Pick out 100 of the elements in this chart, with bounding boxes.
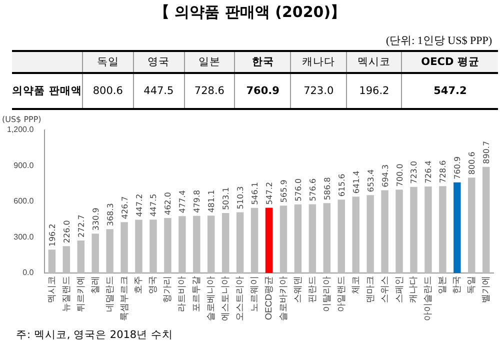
- x-tick-label: 에스토니아: [220, 276, 230, 321]
- text: 독일: [82, 51, 134, 73]
- bar: [482, 166, 490, 273]
- bar: [178, 216, 186, 273]
- x-tick-label: 헝가리: [162, 276, 172, 303]
- data-label: 565.9: [279, 180, 288, 203]
- data-label: 226.0: [62, 220, 72, 244]
- data-label: 481.1: [207, 190, 216, 213]
- bar: [338, 200, 345, 273]
- data-label: 653.4: [366, 169, 376, 192]
- data-label: 368.3: [106, 203, 115, 226]
- bar: [323, 203, 331, 273]
- x-tick-label: 스웨덴: [292, 276, 302, 303]
- x-tick-label: 벨기에: [480, 276, 491, 303]
- y-axis-title: (US$ PPP): [2, 115, 42, 124]
- data-label: 510.3: [236, 186, 246, 210]
- data-label: 890.7: [482, 140, 492, 164]
- text: (단위: 1인당 US$ PPP): [386, 34, 492, 48]
- x-tick-label: 핀란드: [306, 276, 317, 303]
- x-tick-label: OECD평균: [264, 276, 274, 320]
- data-label: 694.3: [380, 164, 390, 188]
- bar: [381, 190, 388, 273]
- bar: [62, 246, 70, 273]
- y-tick-label: 300.0: [14, 232, 34, 242]
- x-tick-label: 체코: [350, 276, 360, 294]
- x-tick-label: 한국: [452, 276, 462, 294]
- bar: [352, 196, 360, 273]
- x-tick-label: 덴마크: [364, 276, 375, 303]
- bar: [280, 206, 288, 273]
- text: 한국: [234, 51, 291, 73]
- bar: [236, 212, 244, 273]
- x-tick-label: 아일랜드: [336, 276, 346, 312]
- x-tick-label: 호주: [133, 276, 144, 294]
- text: 영국: [133, 51, 184, 73]
- bar: [48, 250, 56, 273]
- data-label: 728.6: [438, 160, 448, 184]
- bar: [164, 218, 172, 273]
- x-tick-label: 멕시코: [46, 276, 56, 303]
- x-tick-label: 슬로베니아: [206, 276, 216, 321]
- text: 800.6: [82, 73, 134, 109]
- x-tick-label: 네덜란드: [104, 276, 114, 312]
- x-tick-label: 라트비아: [176, 276, 187, 312]
- data-label: 726.4: [424, 160, 434, 184]
- text: 멕시코: [346, 51, 402, 73]
- bar: [222, 213, 230, 273]
- data-label: 272.7: [76, 214, 86, 238]
- bar: [410, 186, 418, 273]
- bar: [308, 204, 316, 273]
- bar: [193, 216, 200, 273]
- text: OECD 평균: [402, 51, 498, 73]
- data-label: 723.0: [410, 160, 419, 184]
- x-tick-label: 오스트리아: [234, 276, 245, 321]
- data-label: 800.6: [468, 152, 477, 175]
- bar: [265, 208, 273, 273]
- data-label: 477.4: [178, 190, 188, 214]
- y-tick-label: 900.0: [14, 160, 34, 170]
- bar: [396, 190, 403, 273]
- text: 723.0: [290, 73, 346, 109]
- x-tick-label: 독일: [466, 276, 476, 294]
- x-tick-label: 룩셈부르크: [118, 276, 129, 321]
- data-label: 546.1: [250, 182, 260, 205]
- data-label: 479.8: [192, 190, 202, 213]
- x-tick-label: 영국: [148, 276, 158, 294]
- data-label: 760.9: [453, 156, 462, 180]
- x-tick-label: 노르웨이: [249, 276, 260, 312]
- bar: [106, 229, 114, 273]
- bar: [439, 186, 446, 273]
- bar: [250, 208, 258, 273]
- text: 주: 멕시코, 영국은 2018년 수치: [16, 328, 173, 342]
- data-label: 462.0: [164, 192, 173, 215]
- x-tick-label: 일본: [437, 276, 448, 294]
- data-label: 330.9: [91, 208, 100, 231]
- text: 캐나다: [290, 51, 346, 73]
- data-label: 196.2: [48, 224, 57, 247]
- x-tick-label: 포르투갈: [191, 276, 202, 312]
- y-tick-label: 1,200.0: [6, 125, 34, 134]
- x-tick-label: 뉴질랜드: [60, 276, 71, 312]
- data-label: 700.0: [395, 164, 404, 187]
- text: 728.6: [184, 73, 235, 109]
- data-label: 547.2: [265, 182, 274, 205]
- bar: [468, 178, 476, 273]
- x-tick-label: 스위스: [379, 276, 390, 303]
- data-label: 641.4: [352, 170, 361, 194]
- data-label: 576.0: [294, 178, 303, 202]
- data-label: 615.6: [337, 174, 346, 197]
- bar: [135, 220, 142, 273]
- data-label: 426.7: [120, 196, 130, 220]
- y-tick-label: 0.0: [22, 268, 34, 278]
- bar: [424, 186, 432, 273]
- x-tick-label: 스페인: [394, 276, 404, 303]
- bar: [294, 204, 302, 273]
- x-tick-label: 슬로바키아: [278, 276, 288, 321]
- bar: [454, 182, 461, 273]
- data-label: 447.5: [149, 194, 158, 217]
- text: 의약품 판매액: [12, 73, 82, 109]
- chart-title: 【 의약품 판매액 (2020)】: [153, 3, 347, 22]
- data-label: 586.8: [322, 177, 332, 200]
- data-label: 447.2: [134, 194, 144, 217]
- x-tick-label: 칠레: [90, 276, 100, 294]
- x-tick-label: 이탈리아: [321, 276, 332, 312]
